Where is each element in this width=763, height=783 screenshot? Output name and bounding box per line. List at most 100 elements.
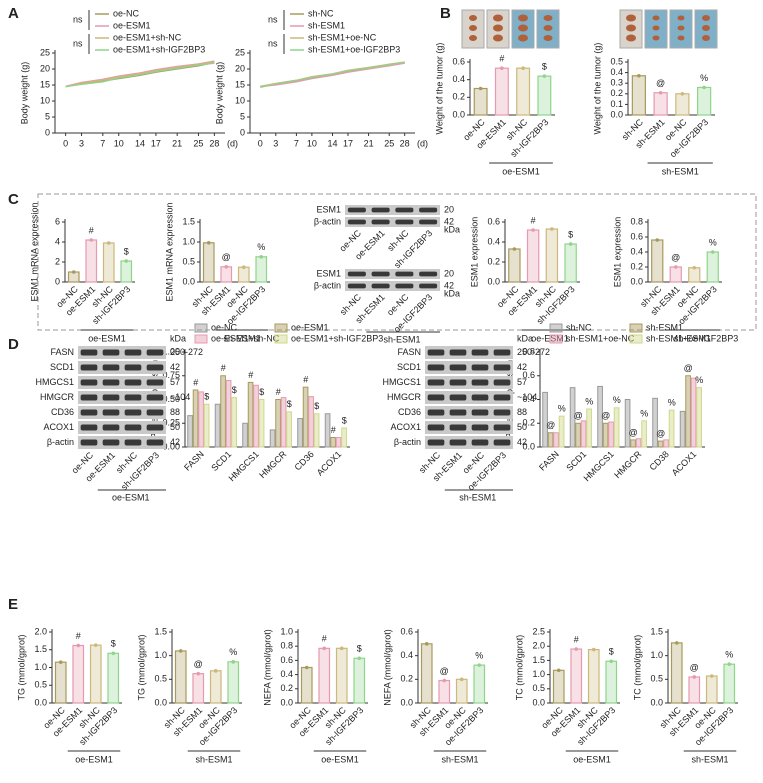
bar [613, 407, 620, 448]
marker [178, 649, 183, 653]
blot-band [347, 283, 366, 289]
y-tick-label: 0.4 [487, 236, 500, 246]
legend-label: sh-ESM1 [308, 20, 345, 30]
blot-band [80, 409, 98, 416]
bar [668, 409, 675, 448]
significance-mark: @ [656, 78, 665, 88]
blot-band [493, 439, 511, 446]
marker [442, 678, 447, 683]
blot-band [102, 379, 120, 386]
y-tick-label: 0.0 [522, 441, 535, 451]
significance-mark: @ [546, 420, 555, 430]
blot-band [449, 424, 467, 431]
marker [637, 73, 641, 78]
bar [302, 386, 309, 448]
marker [709, 674, 714, 678]
y-tick-label: 0.5 [610, 56, 623, 66]
legend-label: sh-ESM1+oe-IGF2BP3 [646, 333, 738, 343]
significance-mark: $ [124, 246, 129, 256]
bar [72, 644, 85, 704]
marker [531, 228, 535, 232]
blot-band [124, 439, 142, 446]
legend-swatch [194, 323, 208, 333]
marker [550, 227, 554, 231]
blot-band [449, 379, 467, 386]
y-tick-label: 0.1 [610, 99, 623, 109]
bar [275, 399, 281, 448]
bar [608, 421, 614, 448]
bar [300, 666, 313, 704]
blot-band [471, 424, 489, 431]
y-tick-label: 1.00 [162, 346, 180, 356]
y-tick-label: 25 [235, 47, 245, 57]
series-line [260, 61, 405, 88]
significance-mark: $ [357, 644, 362, 654]
significance-mark: % [558, 404, 566, 414]
group-label: sh-ESM1 [691, 754, 728, 764]
significance-mark: @ [440, 666, 449, 676]
bar [473, 87, 488, 116]
significance-mark: % [475, 651, 483, 661]
y-tick-label: 20 [235, 63, 245, 73]
marker [609, 659, 614, 664]
bar [220, 266, 233, 283]
significance-mark: # [221, 363, 226, 373]
marker [339, 646, 344, 651]
marker [357, 656, 362, 661]
bar [297, 418, 303, 448]
bar [516, 67, 531, 116]
legend-label: oe-ESM1 [113, 20, 151, 30]
blot-kda: 57 [170, 377, 180, 387]
y-tick-label: 0.75 [162, 370, 180, 380]
blot-band [124, 424, 142, 431]
bar [669, 266, 682, 283]
blot-band [427, 364, 445, 371]
bar [652, 397, 658, 448]
bar [220, 375, 226, 448]
blot-kda: 88 [517, 407, 527, 417]
blot-band [146, 379, 164, 386]
bar [455, 678, 468, 704]
significance-mark: $ [609, 647, 614, 657]
y-axis-label: ESM1 mRNA expression [164, 202, 174, 301]
significance-mark: $ [232, 385, 237, 395]
marker [591, 647, 596, 652]
blot-band [427, 394, 445, 401]
marker [658, 90, 663, 95]
bar [690, 377, 697, 448]
blot-band [146, 394, 164, 401]
x-tick-label: 14 [135, 138, 145, 148]
bar [558, 415, 565, 448]
bar [651, 239, 664, 283]
bar [255, 256, 268, 283]
bar [705, 675, 718, 704]
blot-band [427, 409, 445, 416]
blot-band [146, 349, 164, 356]
y-tick-label: 0.8 [280, 641, 293, 651]
marker [521, 66, 525, 70]
blot-band [146, 409, 164, 416]
blot-kda: 20 [444, 204, 454, 214]
blot-band [124, 394, 142, 401]
blot-row-label: β-actin [314, 216, 341, 226]
bar [542, 391, 548, 448]
legend-label: oe-NC [211, 322, 238, 332]
bar [335, 437, 342, 448]
panel-label: D [8, 336, 19, 353]
blot-band [427, 349, 445, 356]
significance-mark: # [76, 631, 81, 641]
blot-row-label: ACOX1 [43, 422, 74, 432]
y-tick-label: 0.8 [522, 346, 535, 356]
group-label: sh-ESM1 [662, 166, 699, 176]
legend-swatch [194, 334, 208, 344]
significance-mark: @ [671, 252, 680, 262]
marker [76, 643, 81, 648]
legend-label: sh-ESM1+oe-NC [566, 333, 635, 343]
marker [106, 241, 111, 245]
significance-mark: % [700, 73, 708, 83]
bar [353, 657, 366, 704]
y-tick-label: 0.6 [630, 231, 643, 241]
blot-row-label: ESM1 [316, 204, 341, 214]
blot-band [471, 349, 489, 356]
